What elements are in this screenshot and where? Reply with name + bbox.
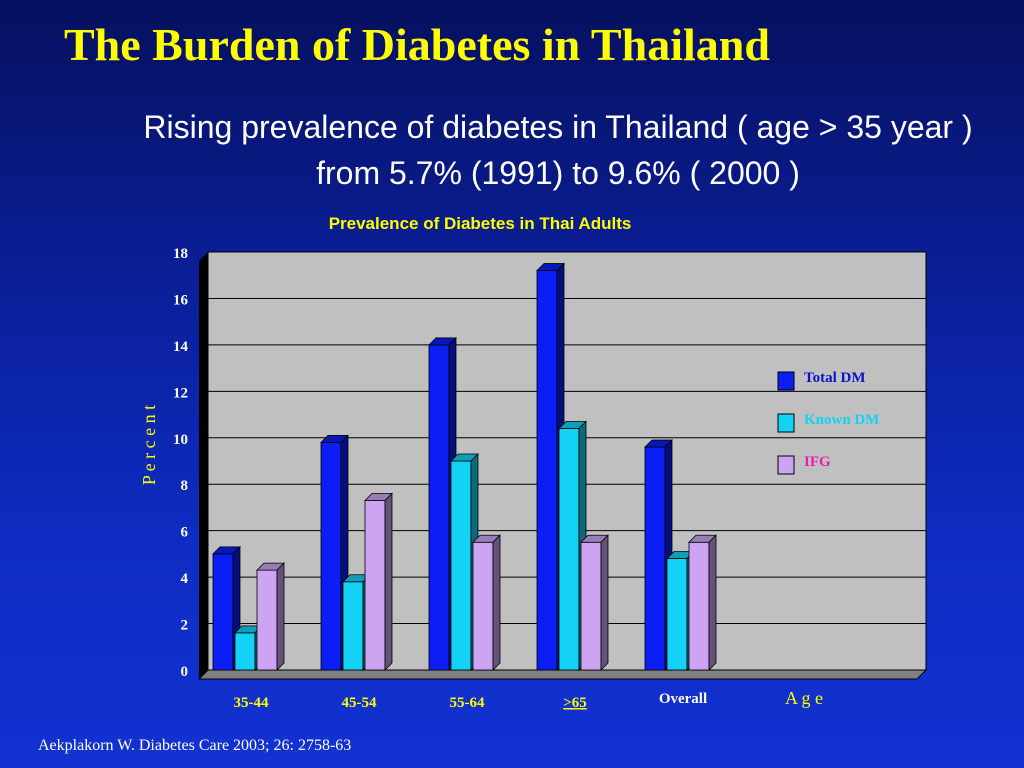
x-tick-label: 35-44 [234,695,269,711]
legend-label: IFG [804,454,831,470]
x-tick-label: Overall [659,691,707,707]
x-axis-label: A g e [785,688,823,708]
y-tick-label: 18 [173,246,188,262]
bar-side [708,534,717,671]
bar-side [384,492,393,671]
bar-ifg [472,541,494,671]
y-tick-label: 14 [173,339,189,355]
slide-subtitle: Rising prevalence of diabetes in Thailan… [143,109,973,191]
y-tick-label: 10 [173,432,188,448]
legend-swatch [777,455,795,475]
bar-known-dm [558,428,580,671]
y-tick-label: 6 [181,525,189,541]
x-tick-label: 45-54 [342,695,377,711]
bar-total-dm [428,344,450,671]
bar-side [492,534,501,671]
plot-floor [197,669,928,680]
citation: Aekplakorn W. Diabetes Care 2003; 26: 27… [38,737,352,754]
bar-total-dm [644,446,666,671]
bar-total-dm [212,553,234,671]
bar-total-dm [320,442,342,671]
y-axis-label: P e r c e n t [139,405,159,485]
legend-swatch [777,371,795,391]
bar-ifg [580,541,602,671]
bar-known-dm [342,581,364,671]
x-tick-label: >65 [563,695,587,711]
y-tick-label: 2 [181,618,189,634]
y-tick-label: 12 [173,385,188,401]
slide-title: The Burden of Diabetes in Thailand [64,19,770,70]
prevalence-chart: Prevalence of Diabetes in Thai Adults 0 2… [139,214,928,711]
bar-ifg [688,541,710,671]
legend-swatch [777,413,795,433]
y-tick-label: 16 [173,292,189,308]
chart-title: Prevalence of Diabetes in Thai Adults [329,214,632,233]
axes-layer: 0 2 4 6 8 10 12 14 16 18 35-44 45-54 55-64 >65 Overall [173,246,707,711]
bar-ifg [364,500,386,671]
bar-ifg [256,569,278,671]
legend: Total DM Known DM IFG [777,370,879,475]
plot-left-wall [199,252,208,679]
bars-layer [212,262,717,671]
legend-label: Total DM [804,370,866,386]
bar-side [600,534,609,671]
bar-known-dm [234,632,256,671]
bar-known-dm [666,558,688,671]
bar-side [276,562,285,671]
bar-known-dm [450,460,472,671]
x-tick-label: 55-64 [450,695,485,711]
y-tick-label: 0 [181,664,189,680]
y-tick-label: 8 [181,478,189,494]
bar-total-dm [536,270,558,671]
y-tick-label: 4 [181,571,189,587]
legend-label: Known DM [804,412,879,428]
